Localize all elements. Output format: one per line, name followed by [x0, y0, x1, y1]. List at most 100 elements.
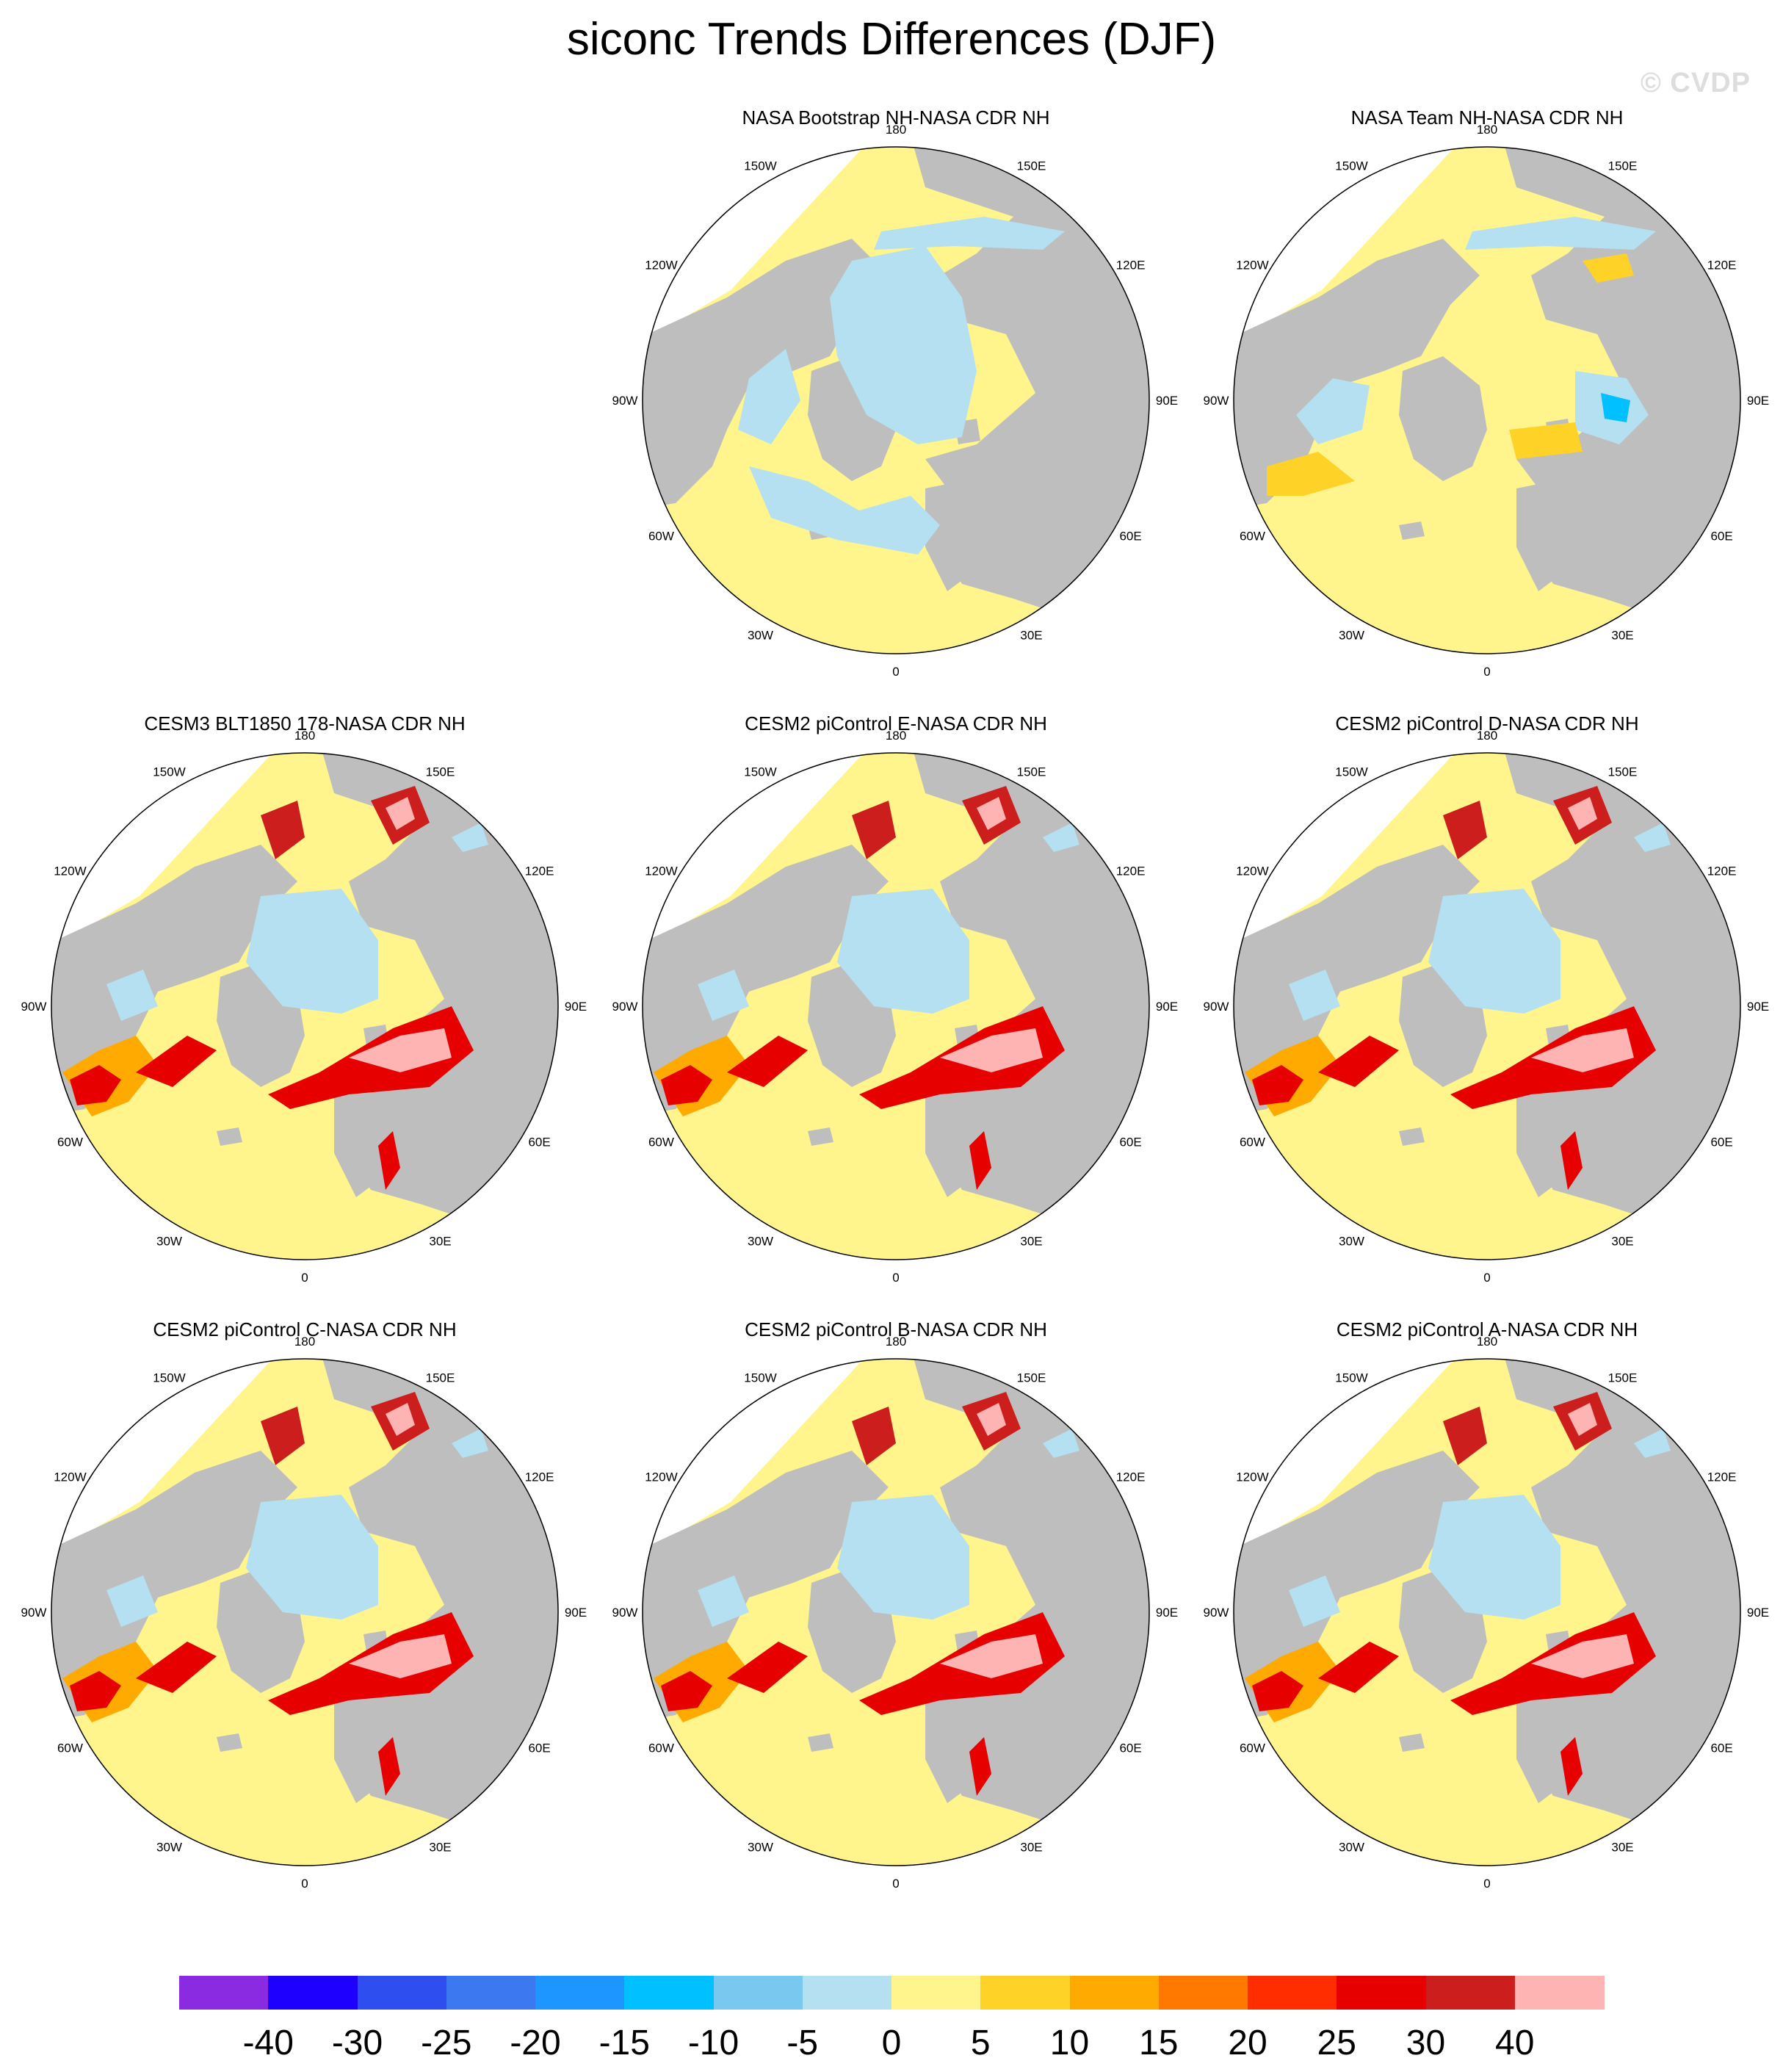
- longitude-label: 150W: [153, 1371, 185, 1385]
- colorbar-tick-label: 20: [1228, 2024, 1267, 2062]
- land-scandinavia: [925, 1087, 984, 1197]
- colorbar-tick-label: -40: [242, 2024, 294, 2062]
- figure-title: siconc Trends Differences (DJF): [566, 14, 1217, 65]
- longitude-label: 180: [294, 729, 315, 743]
- longitude-label: 90E: [1156, 394, 1178, 408]
- longitude-label: 120W: [645, 259, 677, 272]
- longitude-label: 150E: [1017, 159, 1046, 173]
- map-panel-nasa-team: NASA Team NH-NASA CDR NH 180 150E 120E 90E 6…: [1193, 107, 1781, 694]
- panel-title: NASA Bootstrap NH-NASA CDR NH: [742, 107, 1050, 129]
- longitude-label: 60E: [528, 1741, 550, 1755]
- longitude-label: 30E: [1611, 1235, 1633, 1249]
- baltic-trend: [1560, 1131, 1583, 1190]
- hudson-trend: [698, 970, 749, 1021]
- colorbar-swatch: [1248, 1976, 1337, 2010]
- longitude-label: 30E: [1020, 1841, 1042, 1855]
- polar-stereographic-map: 180 150E 120E 90E 60E 30E 0 30W 60W 90W 120W 150W: [612, 729, 1179, 1285]
- bering-trend: [261, 1407, 305, 1465]
- baltic-trend: [378, 1737, 400, 1796]
- land-iceland: [1399, 1733, 1425, 1752]
- map-frame: [642, 752, 1150, 1260]
- colorbar-tick-label: 25: [1317, 2024, 1356, 2062]
- hudson-trend: [106, 1575, 158, 1627]
- panel-title: CESM3 BLT1850 178-NASA CDR NH: [144, 712, 466, 734]
- colorbar-tick-label: -20: [510, 2024, 561, 2062]
- colorbar-swatch: [535, 1976, 625, 2010]
- colorbar-swatch: [268, 1976, 358, 2010]
- land-north-america: [1234, 239, 1480, 510]
- longitude-label: 90W: [612, 1000, 638, 1014]
- labrador-core-trend: [70, 1671, 121, 1711]
- panel-title: CESM2 piControl E-NASA CDR NH: [745, 712, 1047, 734]
- bering-trend: [852, 801, 896, 859]
- colorbar-swatch: [1337, 1976, 1426, 2010]
- longitude-label: 60W: [648, 1136, 674, 1149]
- baffin-greenland-trend: [136, 1642, 217, 1693]
- land-scandinavia: [1516, 1693, 1575, 1803]
- longitude-label: 150W: [153, 765, 185, 779]
- map-frame: [51, 752, 559, 1260]
- land-scandinavia: [925, 481, 984, 591]
- baltic-trend: [969, 1737, 991, 1796]
- sea-of-okhotsk-edge: [452, 823, 488, 852]
- map-panel-cesm2-picontrol-c: CESM2 piControl C-NASA CDR NH 180 150E 120…: [11, 1318, 598, 1906]
- colorbar-tick-label: 15: [1139, 2024, 1179, 2062]
- baltic-trend: [969, 1131, 991, 1190]
- kara-core-trend: [1601, 393, 1630, 422]
- okhotsk-core-trend: [1568, 1403, 1597, 1436]
- longitude-label: 30W: [748, 629, 773, 643]
- baffin-greenland-trend: [727, 1036, 808, 1087]
- longitude-label: 150W: [1335, 1371, 1367, 1385]
- longitude-label: 150W: [744, 1371, 776, 1385]
- baffin-trend: [738, 349, 800, 444]
- okhotsk-core-trend: [386, 797, 415, 830]
- okhotsk-core-trend: [386, 1403, 415, 1436]
- hudson-trend: [1289, 1575, 1340, 1627]
- longitude-label: 30E: [429, 1235, 451, 1249]
- bering-trend: [261, 801, 305, 859]
- baltic-trend: [1560, 1737, 1583, 1796]
- longitude-label: 120W: [645, 864, 677, 878]
- longitude-label: 150E: [1608, 159, 1638, 173]
- polar-stereographic-map: 180 150E 120E 90E 60E 30E 0 30W 60W 90W 120W 150W: [612, 123, 1179, 679]
- panel-title: CESM2 piControl B-NASA CDR NH: [745, 1318, 1047, 1340]
- arctic-basin-trend: [1428, 889, 1560, 1014]
- hudson-trend: [1289, 970, 1340, 1021]
- longitude-label: 180: [294, 1335, 315, 1349]
- longitude-label: 90E: [1747, 1606, 1769, 1620]
- land-iceland: [808, 1127, 833, 1146]
- longitude-label: 180: [886, 1335, 906, 1349]
- polar-stereographic-map: 180 150E 120E 90E 60E 30E 0 30W 60W 90W 120W 150W: [21, 1335, 587, 1891]
- colorbar-swatch: [980, 1976, 1070, 2010]
- map-frame: [642, 146, 1150, 654]
- barents-core-trend: [1531, 1634, 1634, 1678]
- colorbar-swatch: [1425, 1976, 1516, 2010]
- barents-trend: [1509, 422, 1583, 459]
- colorbar-tick-label: -25: [421, 2024, 472, 2062]
- colorbar-swatch: [624, 1976, 714, 2010]
- longitude-label: 0: [301, 1877, 308, 1891]
- longitude-label: 60W: [57, 1741, 83, 1755]
- longitude-label: 60W: [1240, 1741, 1265, 1755]
- okhotsk-core-trend: [977, 1403, 1006, 1436]
- labrador-trend: [1267, 452, 1355, 496]
- colorbar-tick-label: -5: [786, 2024, 819, 2062]
- arctic-basin-trend: [837, 889, 969, 1014]
- map-frame: [642, 1358, 1150, 1866]
- map-frame: [1233, 1358, 1741, 1866]
- longitude-label: 150E: [426, 765, 455, 779]
- longitude-label: 60E: [1710, 1741, 1732, 1755]
- pacific-edge-trend: [874, 217, 1065, 250]
- longitude-label: 60W: [648, 1741, 674, 1755]
- okhotsk-core-trend: [977, 797, 1006, 830]
- map-panel-cesm2-picontrol-a: CESM2 piControl A-NASA CDR NH 180 150E 120…: [1193, 1318, 1781, 1906]
- atlantic-edge-trend: [749, 466, 940, 555]
- colorbar-tick-label: -15: [598, 2024, 650, 2062]
- longitude-label: 30W: [748, 1235, 773, 1249]
- longitude-label: 30E: [1020, 1235, 1042, 1249]
- longitude-label: 0: [892, 1271, 899, 1285]
- sea-of-okhotsk-edge: [1634, 1429, 1671, 1458]
- longitude-label: 30W: [156, 1235, 182, 1249]
- longitude-label: 120E: [1116, 259, 1146, 272]
- longitude-label: 120E: [1707, 864, 1737, 878]
